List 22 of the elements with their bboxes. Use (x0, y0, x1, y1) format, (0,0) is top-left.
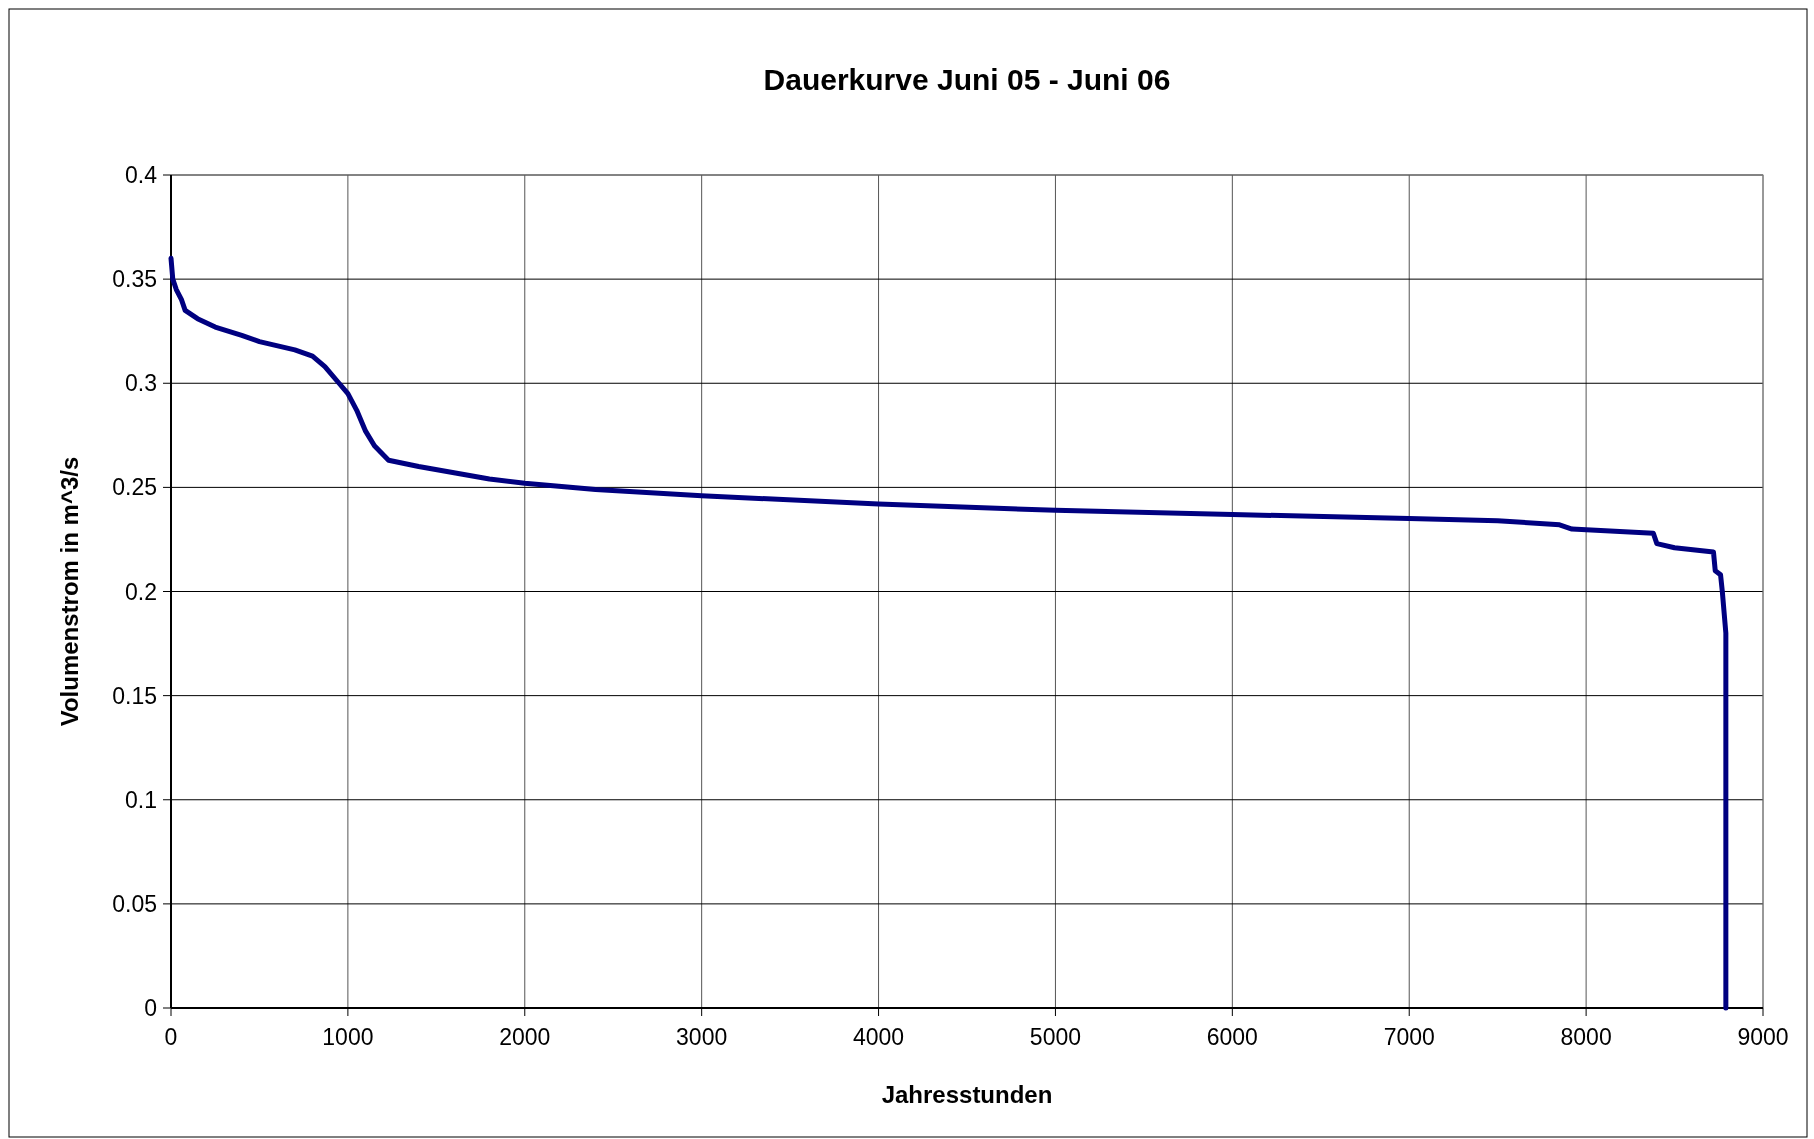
y-tick-label: 0 (144, 995, 157, 1021)
x-tick-label: 3000 (676, 1024, 728, 1050)
x-tick-label: 6000 (1206, 1024, 1258, 1050)
x-tick-label: 2000 (499, 1024, 551, 1050)
y-axis-title: Volumenstrom in m^3/s (56, 456, 83, 727)
y-tick-label: 0.05 (112, 890, 157, 917)
y-tick-label: 0.35 (112, 266, 157, 293)
x-tick-label: 5000 (1029, 1024, 1082, 1050)
x-tick-label: 1000 (322, 1024, 374, 1050)
y-tick-label: 0.4 (125, 162, 158, 188)
x-tick-label: 0 (164, 1024, 178, 1050)
x-tick-label: 8000 (1560, 1024, 1612, 1050)
y-tick-label: 0.2 (125, 578, 157, 605)
y-tick-label: 0.3 (125, 370, 157, 397)
x-tick-label: 9000 (1737, 1024, 1789, 1050)
x-tick-label: 7000 (1383, 1024, 1435, 1050)
chart-title: Dauerkurve Juni 05 - Juni 06 (763, 63, 1171, 96)
y-tick-label: 0.15 (112, 682, 157, 709)
x-tick-label: 4000 (852, 1024, 905, 1050)
y-tick-label: 0.25 (112, 474, 157, 501)
x-axis-title: Jahresstunden (881, 1081, 1053, 1108)
y-tick-label: 0.1 (125, 786, 157, 813)
